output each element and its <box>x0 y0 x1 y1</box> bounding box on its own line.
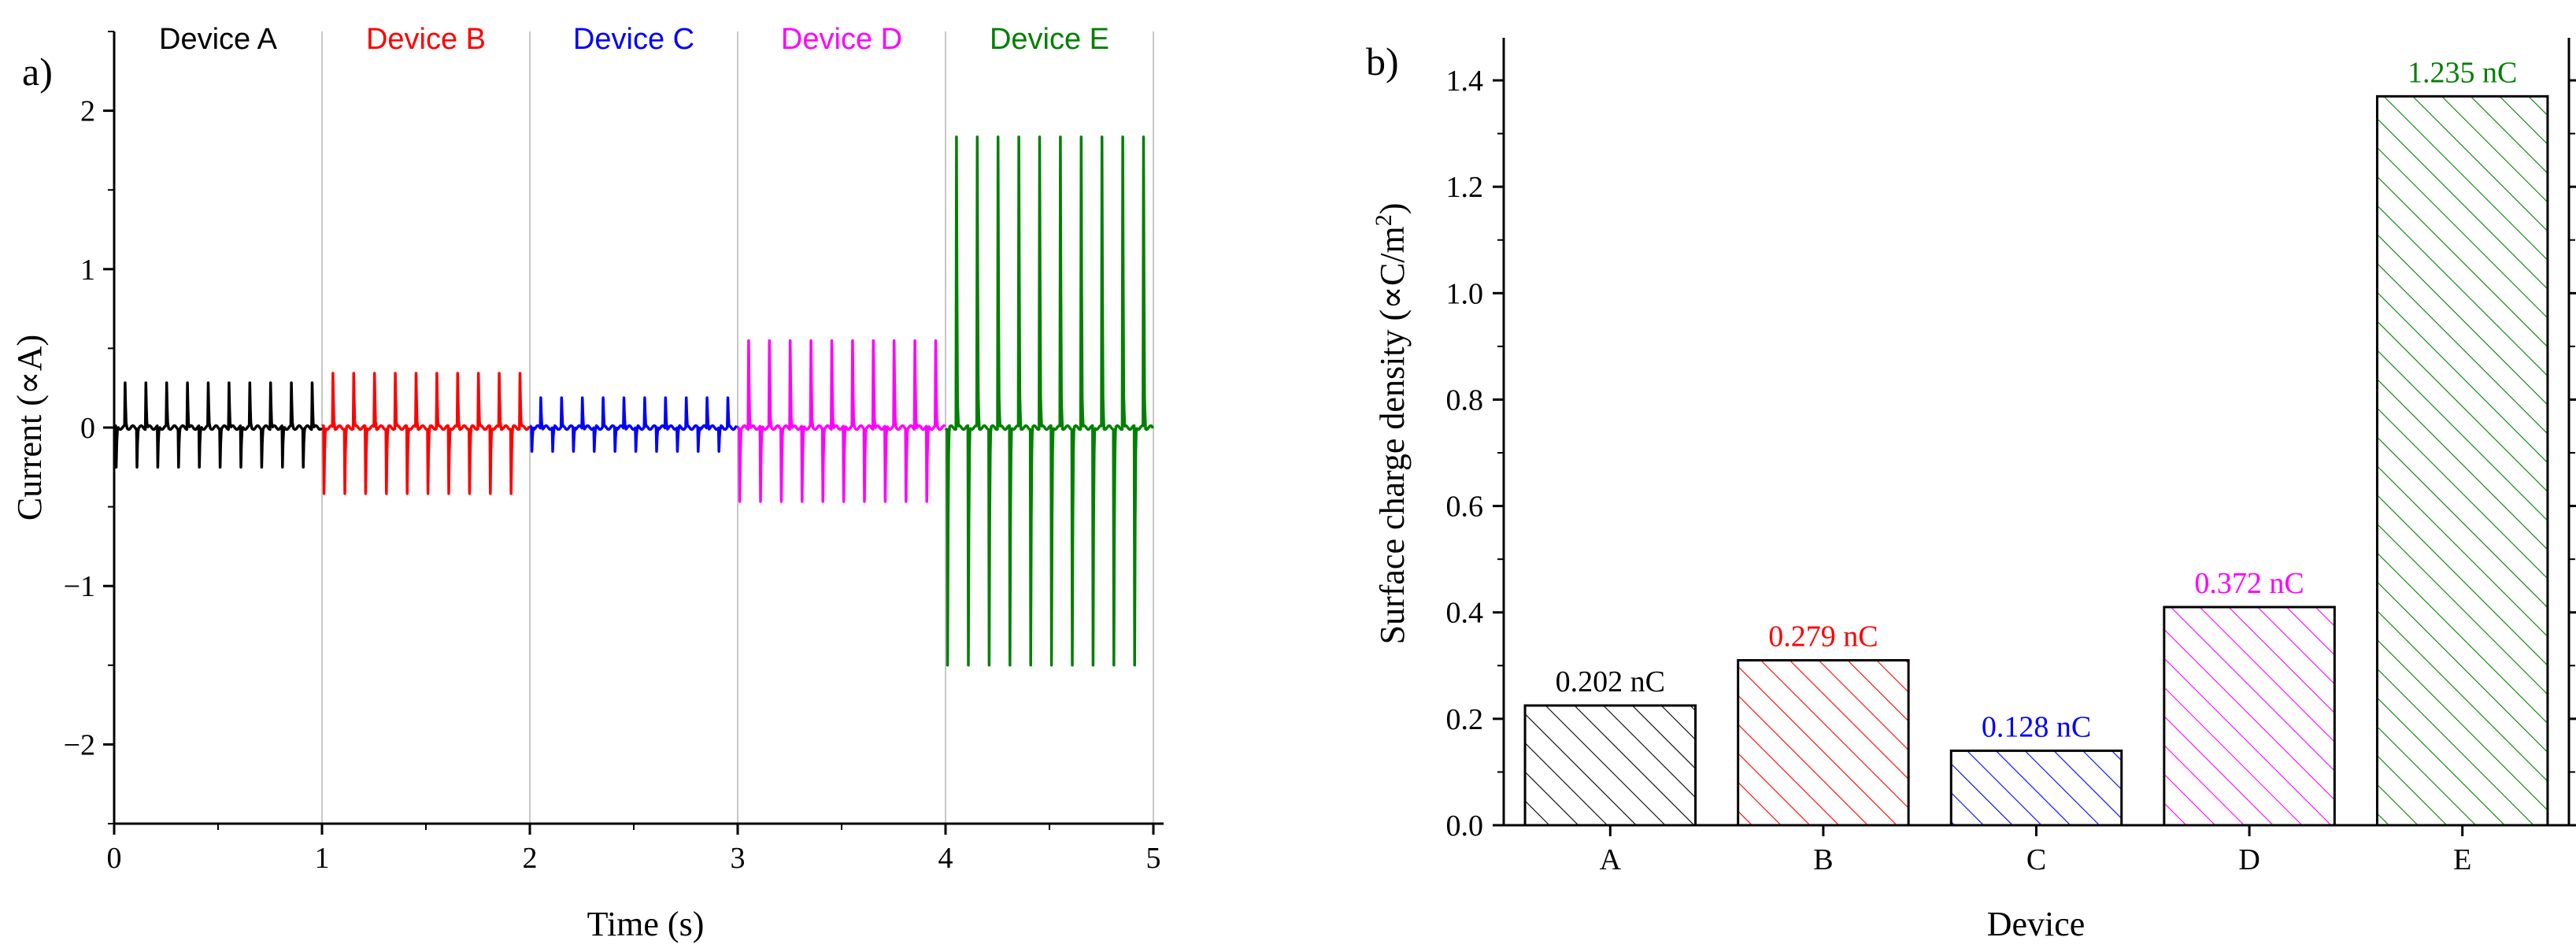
x-tick-label-2: 2 <box>523 842 538 875</box>
panel-b-y-axis-title-superscript: 2 <box>1371 214 1397 226</box>
bar-e <box>2375 94 2549 827</box>
series-line-b <box>320 372 531 495</box>
y-tick-label-3: 1 <box>80 254 95 287</box>
x-tick-label-0: 0 <box>107 842 122 875</box>
panel-a-label: a) <box>22 50 53 94</box>
category-label-d: D <box>2238 843 2260 876</box>
b-y-tick-label-0.0: 0.0 <box>1446 809 1484 843</box>
data-label-e: 1.235 nC <box>2408 56 2517 89</box>
series-label-d: Device D <box>781 23 902 56</box>
category-label-c: C <box>2026 843 2046 876</box>
panel-a-y-axis-title: Current (∝A) <box>10 335 49 520</box>
bar-b <box>1737 659 1910 827</box>
x-tick-label-3: 3 <box>731 842 746 875</box>
panel-a-device-labels: Device A Device B Device C Device D Device E <box>159 23 1109 56</box>
panel-a-ticks: 0 1 2 3 4 5 −2 −1 0 1 2 <box>64 31 1161 875</box>
panel-b-bars <box>1523 94 2549 827</box>
panel-b-y-axis-title: Surface charge density (∝C/m2) <box>1371 203 1412 645</box>
series-line-e <box>944 135 1154 667</box>
panel-a-series-group <box>113 135 1154 667</box>
b-y-tick-label-1.2: 1.2 <box>1446 171 1484 204</box>
b-y-tick-label-0.6: 0.6 <box>1446 491 1484 524</box>
panel-a-x-axis-title: Time (s) <box>587 905 705 943</box>
series-label-b: Device B <box>366 23 486 56</box>
series-label-a: Device A <box>159 23 278 56</box>
series-label-c: Device C <box>573 23 694 56</box>
category-label-a: A <box>1600 843 1622 876</box>
panel-b-y-axis-title-main: Surface charge density (∝C/m <box>1373 226 1412 644</box>
panel-b-x-axis-title: Device <box>1987 905 2086 943</box>
series-line-d <box>736 339 946 503</box>
series-line-c <box>528 396 738 453</box>
data-label-c: 0.128 nC <box>1982 710 2091 743</box>
series-label-e: Device E <box>990 23 1109 56</box>
category-label-b: B <box>1813 843 1833 876</box>
b-y-tick-label-1.0: 1.0 <box>1446 277 1484 310</box>
panel-b-ticks: A B C D E 0.0 0.2 0.4 0.6 0.8 1.0 1.2 1.4 <box>1446 65 2576 876</box>
b-y-tick-label-0.4: 0.4 <box>1446 597 1484 630</box>
b-y-tick-label-0.2: 0.2 <box>1446 703 1484 736</box>
panel-b-y-axis-title-close: ) <box>1373 203 1412 215</box>
x-tick-label-1: 1 <box>315 842 330 875</box>
panel-b-data-labels: 0.202 nC 0.279 nC 0.128 nC 0.372 nC 1.235 nC <box>1556 56 2518 743</box>
y-tick-label-2: 0 <box>80 412 95 445</box>
panel-a-current-chart: a) Device A Device B Device C Device D Devic… <box>10 23 1164 943</box>
panel-b-surface-charge-chart: b) 0.202 nC 0.279 nC 0.128 nC 0.372 nC 1.235… <box>1366 38 2576 943</box>
data-label-a: 0.202 nC <box>1556 665 1665 698</box>
y-tick-label-4: 2 <box>80 95 95 128</box>
category-label-e: E <box>2453 843 2471 876</box>
y-tick-label-1: −1 <box>64 570 95 603</box>
bar-a <box>1523 704 1697 827</box>
bar-d <box>2163 606 2336 827</box>
x-tick-label-5: 5 <box>1146 842 1161 875</box>
b-y-tick-label-0.8: 0.8 <box>1446 383 1484 417</box>
b-y-tick-label-1.4: 1.4 <box>1446 65 1484 98</box>
bar-c <box>1949 749 2123 827</box>
series-line-a <box>113 381 323 469</box>
data-label-d: 0.372 nC <box>2194 567 2304 600</box>
x-tick-label-4: 4 <box>938 842 953 875</box>
data-label-b: 0.279 nC <box>1768 620 1878 654</box>
panel-b-label: b) <box>1366 39 1399 83</box>
y-tick-label-0: −2 <box>64 728 95 761</box>
